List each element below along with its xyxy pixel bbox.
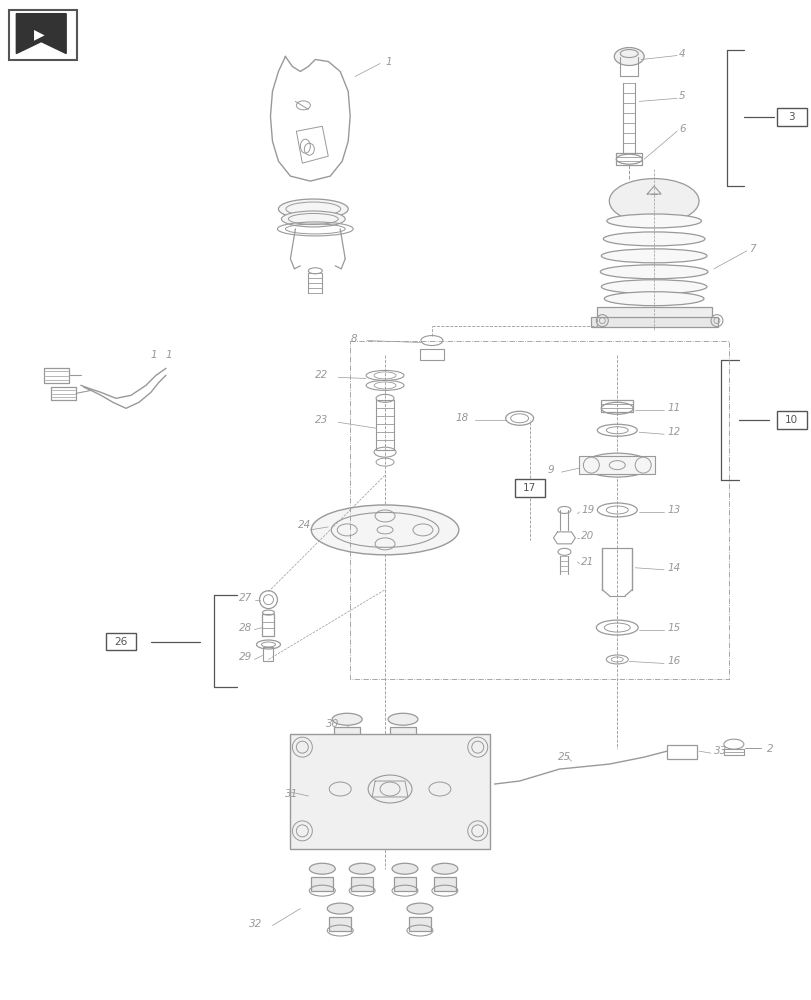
Ellipse shape — [392, 863, 418, 874]
Ellipse shape — [311, 505, 458, 555]
Bar — [433, 877, 455, 891]
Bar — [10, 10, 77, 60]
Bar — [393, 877, 415, 891]
FancyBboxPatch shape — [106, 633, 135, 650]
Text: 6: 6 — [678, 124, 684, 134]
Text: 32: 32 — [248, 919, 261, 929]
Ellipse shape — [349, 863, 375, 874]
Bar — [311, 877, 333, 891]
Text: 4: 4 — [678, 49, 684, 59]
Text: 2: 2 — [766, 744, 772, 754]
Text: 8: 8 — [350, 334, 356, 344]
Text: 12: 12 — [667, 427, 680, 437]
Text: 24: 24 — [298, 520, 311, 530]
Circle shape — [292, 737, 312, 757]
Ellipse shape — [327, 903, 353, 914]
Bar — [263, 647, 273, 661]
Ellipse shape — [309, 863, 335, 874]
FancyBboxPatch shape — [776, 108, 805, 126]
Ellipse shape — [614, 48, 643, 65]
Text: 23: 23 — [315, 415, 328, 425]
Text: 9: 9 — [547, 465, 553, 475]
Bar — [389, 727, 415, 743]
Bar — [262, 614, 274, 636]
Text: 21: 21 — [581, 557, 594, 567]
Text: 25: 25 — [557, 752, 570, 762]
Ellipse shape — [278, 199, 348, 219]
Text: 13: 13 — [667, 505, 680, 515]
Bar — [290, 734, 489, 849]
Bar — [597, 307, 711, 319]
Bar — [419, 349, 444, 360]
Ellipse shape — [388, 713, 418, 725]
Text: 22: 22 — [315, 370, 328, 380]
Polygon shape — [16, 14, 66, 54]
Text: 16: 16 — [667, 656, 680, 666]
Text: 31: 31 — [285, 789, 298, 799]
Bar — [579, 456, 654, 474]
Ellipse shape — [582, 453, 650, 477]
Bar — [667, 745, 696, 759]
Circle shape — [292, 821, 312, 841]
Text: 26: 26 — [114, 637, 127, 647]
Ellipse shape — [603, 232, 704, 246]
Circle shape — [467, 821, 487, 841]
Ellipse shape — [601, 280, 706, 294]
Text: 28: 28 — [238, 623, 251, 633]
Text: 1: 1 — [151, 350, 157, 360]
Ellipse shape — [431, 863, 457, 874]
Text: 29: 29 — [238, 652, 251, 662]
Text: 19: 19 — [581, 505, 594, 515]
Text: 20: 20 — [581, 531, 594, 541]
Text: 30: 30 — [326, 719, 339, 729]
Ellipse shape — [332, 713, 362, 725]
Text: ▶: ▶ — [34, 28, 45, 42]
Text: 10: 10 — [784, 415, 797, 425]
Ellipse shape — [406, 903, 432, 914]
Text: 33: 33 — [713, 746, 727, 756]
Bar — [375, 400, 393, 450]
Text: 1: 1 — [165, 350, 172, 360]
Ellipse shape — [606, 214, 701, 228]
Bar — [350, 877, 372, 891]
Text: 11: 11 — [667, 403, 680, 413]
Text: 14: 14 — [667, 563, 680, 573]
Ellipse shape — [599, 265, 707, 279]
Ellipse shape — [601, 249, 706, 263]
Text: 27: 27 — [238, 593, 251, 603]
Bar — [590, 317, 717, 327]
FancyBboxPatch shape — [514, 479, 544, 497]
Circle shape — [467, 737, 487, 757]
Text: 7: 7 — [748, 244, 754, 254]
Bar — [328, 917, 350, 931]
Bar — [409, 917, 431, 931]
Text: 18: 18 — [455, 413, 469, 423]
Text: 3: 3 — [787, 112, 794, 122]
Bar — [601, 400, 633, 412]
Ellipse shape — [603, 292, 703, 306]
Text: 5: 5 — [678, 91, 684, 101]
Text: 15: 15 — [667, 623, 680, 633]
Bar — [334, 727, 360, 743]
Text: 17: 17 — [522, 483, 535, 493]
FancyBboxPatch shape — [776, 411, 805, 429]
Ellipse shape — [608, 179, 698, 223]
Text: 1: 1 — [384, 57, 391, 67]
Ellipse shape — [281, 211, 345, 227]
